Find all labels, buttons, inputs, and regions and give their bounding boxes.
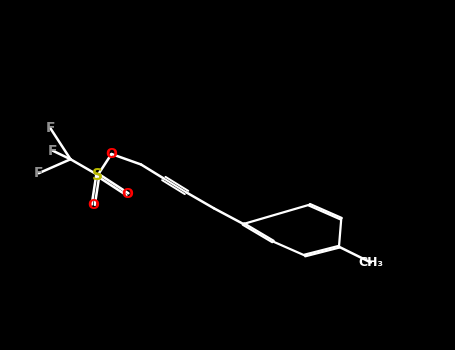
Text: S: S: [92, 168, 103, 182]
Text: O: O: [121, 187, 133, 201]
Text: F: F: [46, 121, 55, 135]
Text: CH₃: CH₃: [359, 256, 383, 269]
Text: F: F: [48, 144, 57, 158]
Text: F: F: [34, 166, 43, 180]
Text: O: O: [87, 198, 99, 212]
Text: O: O: [106, 147, 117, 161]
